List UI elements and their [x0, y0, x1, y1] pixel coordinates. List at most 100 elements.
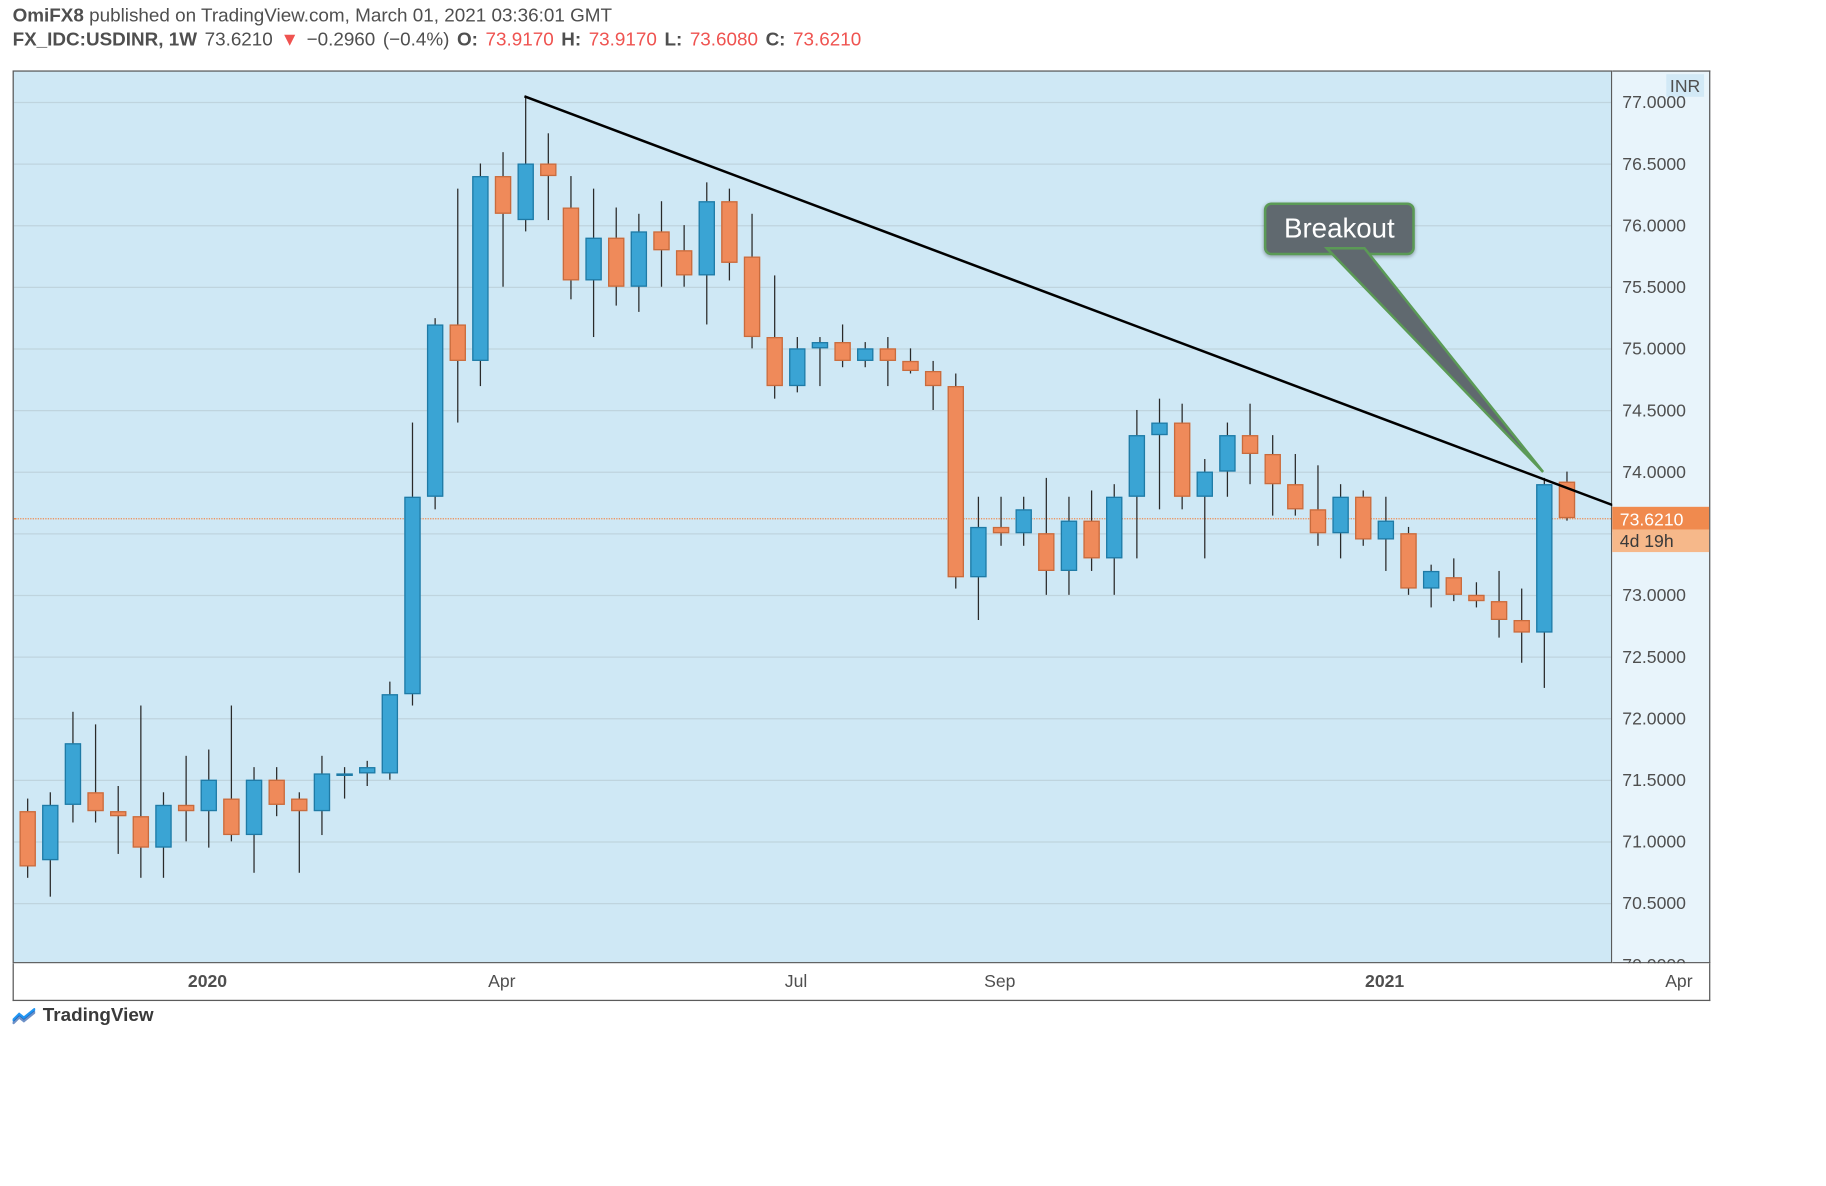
y-tick-label: 76.0000: [1615, 216, 1709, 236]
y-tick-label: 75.5000: [1615, 277, 1709, 297]
y-axis[interactable]: INR 70.000070.500071.000071.500072.00007…: [1612, 70, 1710, 963]
candlestick: [683, 72, 684, 965]
ohlc-c-label: C:: [766, 29, 786, 50]
y-tick-label: 77.0000: [1615, 92, 1709, 112]
x-tick-label: 2021: [1365, 971, 1404, 991]
candlestick: [389, 72, 390, 965]
candlestick: [864, 72, 865, 965]
footer-brand: TradingView: [13, 1005, 154, 1026]
x-tick-label: 2020: [188, 971, 227, 991]
price-change-pct: (−0.4%): [383, 29, 450, 50]
y-tick-label: 73.0000: [1615, 585, 1709, 605]
candlestick: [230, 72, 231, 965]
x-axis[interactable]: 2020AprJulSep2021AprJu: [13, 963, 1711, 1001]
candlestick: [321, 72, 322, 965]
down-arrow-icon: ▼: [280, 29, 299, 50]
candlestick: [366, 72, 367, 965]
ohlc-l-label: L:: [664, 29, 682, 50]
countdown-tag: 4d 19h: [1612, 530, 1709, 553]
candlestick: [955, 72, 956, 965]
y-tick-label: 72.0000: [1615, 708, 1709, 728]
candlestick: [49, 72, 50, 965]
candlestick: [1475, 72, 1476, 965]
candlestick: [706, 72, 707, 965]
candlestick: [479, 72, 480, 965]
candlestick: [570, 72, 571, 965]
candlestick: [253, 72, 254, 965]
candlestick: [1271, 72, 1272, 965]
candlestick: [1566, 72, 1567, 965]
candlestick: [1317, 72, 1318, 965]
y-tick-label: 72.5000: [1615, 647, 1709, 667]
last-price: 73.6210: [205, 29, 273, 50]
y-tick-label: 76.5000: [1615, 154, 1709, 174]
candlestick: [524, 72, 525, 965]
candlestick: [1249, 72, 1250, 965]
candlestick: [1226, 72, 1227, 965]
publish-header: OmiFX8 published on TradingView.com, Mar…: [0, 0, 1826, 29]
candlestick: [457, 72, 458, 965]
price-change: −0.2960: [307, 29, 376, 50]
candlestick: [1000, 72, 1001, 965]
y-tick-label: 70.5000: [1615, 893, 1709, 913]
page-root: OmiFX8 published on TradingView.com, Mar…: [0, 0, 1826, 1186]
candlestick: [298, 72, 299, 965]
candlestick: [796, 72, 797, 965]
candlestick: [1520, 72, 1521, 965]
x-tick-label: Jul: [785, 971, 808, 991]
candlestick: [638, 72, 639, 965]
candlestick: [1090, 72, 1091, 965]
candlestick: [1181, 72, 1182, 965]
candlestick: [185, 72, 186, 965]
candlestick: [547, 72, 548, 965]
y-tick-label: 71.5000: [1615, 770, 1709, 790]
candlestick: [94, 72, 95, 965]
candlestick: [887, 72, 888, 965]
symbol-label: FX_IDC:USDINR, 1W: [13, 29, 197, 50]
candlestick: [1453, 72, 1454, 965]
ohlc-l-value: 73.6080: [690, 29, 758, 50]
candlestick: [1204, 72, 1205, 965]
candlestick: [26, 72, 27, 965]
candlestick: [343, 72, 344, 965]
author-name: OmiFX8: [13, 5, 84, 26]
candlestick: [932, 72, 933, 965]
candlestick: [819, 72, 820, 965]
candlestick: [1407, 72, 1408, 965]
x-tick-label: Apr: [488, 971, 515, 991]
candlestick: [909, 72, 910, 965]
candlestick: [1543, 72, 1544, 965]
candlestick: [411, 72, 412, 965]
y-tick-label: 75.0000: [1615, 339, 1709, 359]
x-tick-label: Apr: [1665, 971, 1692, 991]
scaled-inner: OmiFX8 published on TradingView.com, Mar…: [0, 0, 1826, 1034]
candlestick: [773, 72, 774, 965]
candlestick: [1385, 72, 1386, 965]
candlestick: [615, 72, 616, 965]
tradingview-logo-icon: [13, 1007, 36, 1025]
ohlc-c-value: 73.6210: [793, 29, 861, 50]
candlestick: [1498, 72, 1499, 965]
ohlc-h-label: H:: [561, 29, 581, 50]
candlestick: [1113, 72, 1114, 965]
candlestick: [1362, 72, 1363, 965]
y-tick-label: 71.0000: [1615, 831, 1709, 851]
candlestick: [728, 72, 729, 965]
candlestick: [72, 72, 73, 965]
chart-plot-area[interactable]: Breakout: [13, 70, 1613, 963]
publish-meta: published on TradingView.com, March 01, …: [89, 5, 612, 26]
candlestick: [1045, 72, 1046, 965]
candlestick: [1068, 72, 1069, 965]
candlestick: [434, 72, 435, 965]
candlestick: [1022, 72, 1023, 965]
candlestick: [1430, 72, 1431, 965]
candlestick: [1158, 72, 1159, 965]
x-tick-label: Sep: [984, 971, 1015, 991]
current-price-tag: 73.6210: [1612, 507, 1709, 532]
candlestick: [1294, 72, 1295, 965]
symbol-info-row: FX_IDC:USDINR, 1W 73.6210 ▼ −0.2960 (−0.…: [0, 29, 1826, 58]
candlestick: [275, 72, 276, 965]
candlestick: [162, 72, 163, 965]
candlestick: [592, 72, 593, 965]
candlestick: [751, 72, 752, 965]
